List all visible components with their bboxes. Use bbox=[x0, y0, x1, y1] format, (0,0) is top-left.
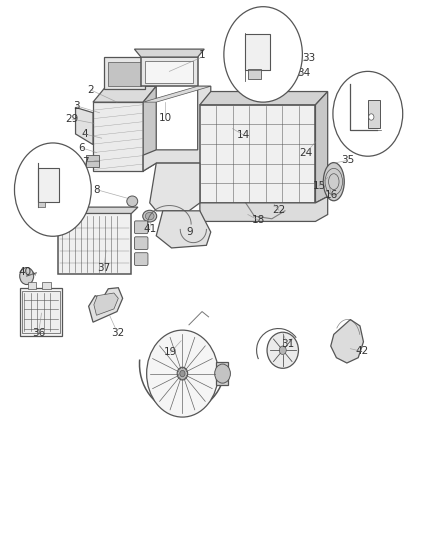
Ellipse shape bbox=[127, 196, 138, 207]
Text: 29: 29 bbox=[65, 114, 78, 124]
Text: 42: 42 bbox=[354, 346, 367, 357]
Polygon shape bbox=[143, 86, 156, 171]
Text: 4: 4 bbox=[81, 129, 88, 139]
Text: 6: 6 bbox=[78, 143, 85, 153]
Text: 37: 37 bbox=[97, 263, 110, 273]
Ellipse shape bbox=[145, 213, 154, 220]
Text: 24: 24 bbox=[299, 148, 312, 158]
Bar bbox=[367, 100, 379, 127]
Ellipse shape bbox=[142, 211, 156, 222]
Polygon shape bbox=[134, 49, 204, 57]
Bar bbox=[215, 362, 228, 385]
Text: 35: 35 bbox=[340, 156, 353, 165]
Circle shape bbox=[214, 364, 230, 383]
Polygon shape bbox=[143, 86, 210, 102]
Text: 31: 31 bbox=[280, 340, 293, 350]
Ellipse shape bbox=[266, 332, 298, 368]
Circle shape bbox=[368, 114, 373, 120]
FancyBboxPatch shape bbox=[108, 62, 141, 86]
Bar bbox=[38, 168, 58, 202]
Text: 41: 41 bbox=[143, 224, 156, 235]
Text: 2: 2 bbox=[87, 85, 94, 95]
Polygon shape bbox=[75, 108, 93, 144]
Text: 33: 33 bbox=[301, 53, 314, 63]
Circle shape bbox=[279, 346, 286, 354]
Polygon shape bbox=[199, 197, 327, 221]
Bar bbox=[42, 282, 51, 289]
Text: 1: 1 bbox=[198, 51, 205, 60]
Polygon shape bbox=[156, 211, 210, 248]
Text: 36: 36 bbox=[32, 328, 45, 338]
FancyBboxPatch shape bbox=[145, 61, 193, 83]
Text: 14: 14 bbox=[237, 130, 250, 140]
Text: 10: 10 bbox=[158, 113, 171, 123]
Text: 9: 9 bbox=[186, 227, 193, 237]
Polygon shape bbox=[58, 207, 138, 214]
Polygon shape bbox=[199, 92, 327, 105]
Text: 19: 19 bbox=[164, 348, 177, 358]
Circle shape bbox=[177, 367, 187, 380]
Bar bbox=[22, 291, 60, 333]
Polygon shape bbox=[93, 86, 156, 102]
Text: 22: 22 bbox=[272, 205, 285, 215]
Bar bbox=[244, 34, 269, 70]
Text: 18: 18 bbox=[251, 215, 265, 225]
Bar bbox=[38, 202, 46, 207]
Polygon shape bbox=[315, 92, 327, 203]
Text: 25: 25 bbox=[378, 132, 392, 142]
Ellipse shape bbox=[322, 163, 343, 201]
Bar bbox=[28, 282, 36, 289]
Circle shape bbox=[20, 268, 34, 285]
FancyBboxPatch shape bbox=[134, 253, 148, 265]
Text: 7: 7 bbox=[81, 157, 88, 167]
FancyBboxPatch shape bbox=[104, 57, 145, 89]
Text: 8: 8 bbox=[93, 184, 99, 195]
Bar bbox=[248, 69, 261, 79]
Polygon shape bbox=[94, 293, 118, 316]
Circle shape bbox=[180, 370, 184, 377]
Text: 16: 16 bbox=[324, 190, 337, 200]
Circle shape bbox=[146, 330, 218, 417]
FancyBboxPatch shape bbox=[141, 57, 197, 86]
Bar bbox=[86, 155, 99, 167]
FancyBboxPatch shape bbox=[199, 105, 315, 203]
Polygon shape bbox=[330, 319, 363, 363]
Circle shape bbox=[223, 7, 302, 102]
Text: 32: 32 bbox=[110, 328, 124, 338]
Polygon shape bbox=[149, 163, 199, 211]
FancyBboxPatch shape bbox=[134, 237, 148, 249]
Text: 15: 15 bbox=[311, 181, 325, 191]
FancyBboxPatch shape bbox=[134, 221, 148, 233]
Text: 34: 34 bbox=[297, 69, 310, 78]
Polygon shape bbox=[143, 86, 210, 171]
Circle shape bbox=[14, 143, 91, 236]
Bar bbox=[58, 214, 131, 274]
Text: 40: 40 bbox=[18, 267, 31, 277]
FancyBboxPatch shape bbox=[93, 102, 143, 171]
Polygon shape bbox=[88, 288, 122, 322]
Bar bbox=[20, 288, 62, 336]
Text: 30: 30 bbox=[28, 177, 41, 188]
Circle shape bbox=[332, 71, 402, 156]
Text: 26: 26 bbox=[344, 122, 357, 132]
Text: 3: 3 bbox=[73, 101, 80, 111]
